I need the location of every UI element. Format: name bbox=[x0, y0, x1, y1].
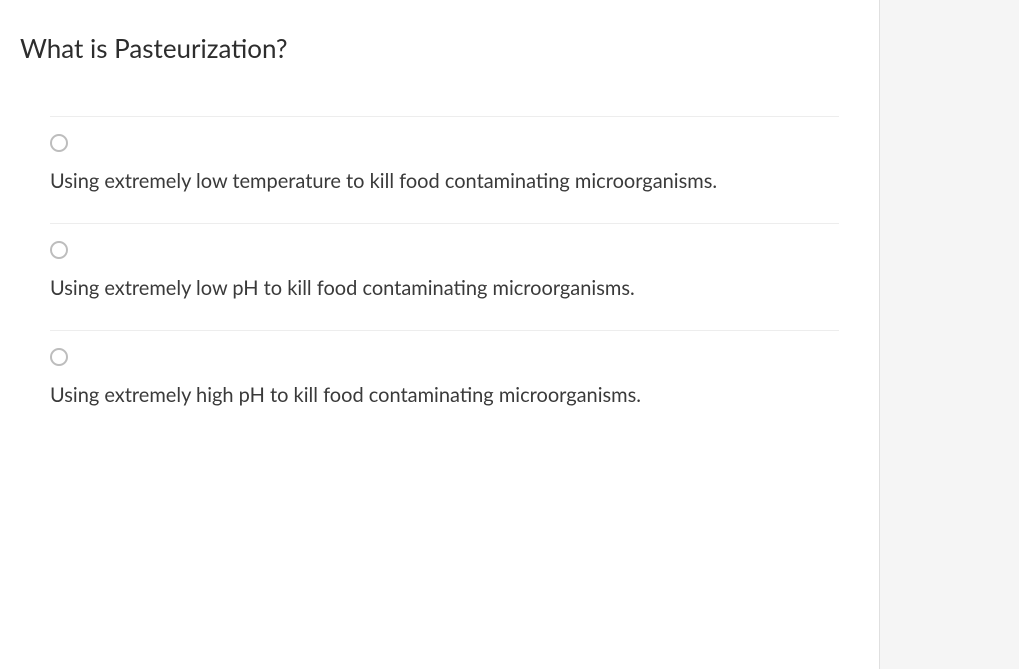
question-prompt: What is Pasteurization? bbox=[20, 30, 839, 66]
answer-option[interactable]: Using extremely low pH to kill food cont… bbox=[50, 223, 839, 330]
answer-option-row bbox=[50, 132, 839, 152]
answer-radio-input[interactable] bbox=[50, 348, 68, 366]
answer-option[interactable]: Using extremely low temperature to kill … bbox=[50, 116, 839, 223]
answer-option-row bbox=[50, 239, 839, 259]
answer-option-label: Using extremely low temperature to kill … bbox=[50, 164, 839, 198]
answer-option[interactable]: Using extremely high pH to kill food con… bbox=[50, 330, 839, 437]
answer-options-list: Using extremely low temperature to kill … bbox=[50, 116, 839, 437]
answer-radio-input[interactable] bbox=[50, 134, 68, 152]
quiz-card: What is Pasteurization? Using extremely … bbox=[0, 0, 880, 669]
answer-option-row bbox=[50, 346, 839, 366]
answer-option-label: Using extremely low pH to kill food cont… bbox=[50, 271, 839, 305]
answer-radio-input[interactable] bbox=[50, 241, 68, 259]
answer-option-label: Using extremely high pH to kill food con… bbox=[50, 378, 839, 412]
